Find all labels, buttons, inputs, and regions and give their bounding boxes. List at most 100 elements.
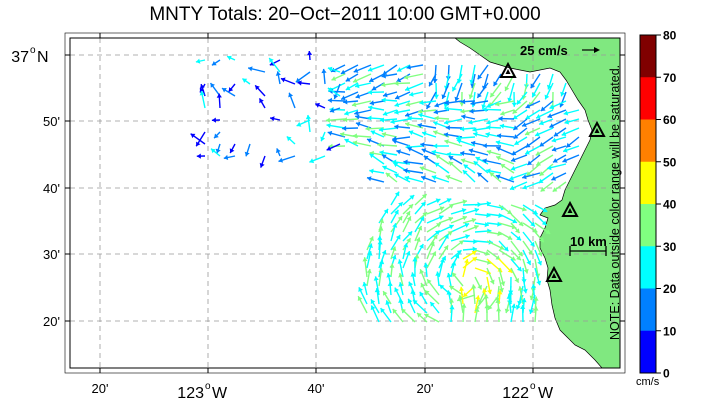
current-vector-head — [422, 212, 428, 217]
current-vector-head — [539, 120, 544, 126]
plot-outer-frame — [64, 32, 626, 374]
current-vector-head — [417, 122, 422, 128]
current-vector-head — [430, 241, 435, 247]
current-vector-head — [435, 154, 441, 160]
current-vector-head — [497, 231, 502, 237]
frame-ticks — [65, 33, 625, 373]
current-vector-head — [546, 84, 552, 90]
current-vector-head — [542, 207, 548, 213]
current-vector-head — [478, 299, 483, 305]
current-vector-head — [403, 159, 408, 165]
colorbar-tick-label: 60 — [663, 113, 677, 127]
current-vector-head — [513, 114, 518, 120]
current-vector-head — [242, 78, 248, 83]
current-vector-head — [506, 294, 512, 299]
current-vector-head — [406, 216, 412, 222]
current-vector-head — [468, 148, 474, 154]
current-vector-head — [295, 77, 301, 83]
current-vector-head — [227, 55, 232, 61]
current-vector-head — [514, 278, 519, 283]
current-vector-head — [475, 295, 481, 300]
current-vector-head — [408, 281, 414, 287]
current-vector-head — [403, 243, 409, 248]
current-vector-head — [561, 131, 567, 137]
current-vector-head — [449, 224, 454, 230]
current-vector-head — [419, 216, 425, 222]
colorbar-segment — [640, 288, 656, 332]
current-vector-head — [377, 240, 383, 245]
current-vector-head — [352, 140, 358, 146]
current-vector-head — [473, 224, 479, 230]
current-vector-head — [379, 218, 385, 224]
colorbar-note: NOTE: Data outside color range will be s… — [608, 64, 622, 340]
current-vector-head — [511, 102, 517, 107]
current-vector-head — [379, 117, 385, 123]
current-vector-head — [345, 77, 351, 82]
current-vector-head — [403, 74, 409, 80]
colorbar-segment — [640, 35, 656, 78]
current-vector-head — [403, 168, 408, 174]
current-vector-head — [528, 249, 533, 255]
station-marker-4 — [545, 265, 563, 282]
current-vector-head — [533, 296, 539, 301]
current-vector-head — [374, 288, 380, 293]
current-vector-head — [511, 303, 517, 309]
current-vector-head — [547, 165, 552, 171]
current-vector-head — [407, 231, 413, 237]
current-vector-head — [481, 104, 487, 109]
current-vector-head — [473, 161, 479, 166]
current-vector-head — [421, 148, 427, 154]
current-vector-head — [398, 273, 404, 278]
current-vector-head — [433, 109, 439, 115]
current-vector-head — [210, 83, 215, 88]
current-vector-head — [477, 74, 483, 80]
current-vector-head — [509, 175, 514, 181]
current-vector-head — [498, 116, 503, 122]
current-vector-head — [518, 251, 523, 257]
current-vector-head — [345, 85, 351, 91]
current-vector-head — [521, 206, 527, 212]
current-vector-head — [560, 91, 566, 97]
current-vector-head — [517, 286, 523, 291]
colorbar-tick-label: 0 — [663, 367, 670, 381]
current-vector-head — [297, 80, 302, 86]
current-vector-head — [421, 175, 426, 181]
current-vector-head — [445, 174, 451, 180]
current-vector-head — [434, 162, 440, 168]
current-vector-head — [495, 101, 500, 107]
current-vector-head — [532, 227, 538, 233]
current-vector-head — [535, 131, 540, 137]
current-vector-head — [344, 110, 349, 116]
current-vector-head — [563, 147, 568, 153]
current-vector-head — [406, 64, 411, 70]
current-vector-head — [378, 226, 384, 231]
current-vector-head — [394, 102, 400, 108]
current-vector-head — [417, 313, 422, 318]
current-vector-head — [468, 119, 473, 125]
current-vector-head — [464, 222, 470, 228]
map-title: MNTY Totals: 20−Oct−2011 10:00 GMT+0.000 — [149, 4, 541, 25]
current-vector-head — [381, 250, 387, 255]
current-vector-head — [428, 81, 434, 87]
current-vector-head — [407, 298, 413, 304]
y-tick-label-1: 37 — [11, 49, 29, 66]
current-vector-head — [487, 289, 493, 294]
current-vector-head — [465, 234, 470, 240]
current-vector-head — [537, 260, 542, 266]
current-vector-head — [462, 215, 467, 221]
current-vector-head — [280, 77, 286, 83]
station-marker-2 — [588, 120, 606, 137]
current-vector-head — [407, 115, 412, 121]
current-vector-head — [424, 290, 430, 295]
current-vector-head — [533, 306, 539, 311]
current-vector-head — [326, 123, 331, 129]
x-tick-label-2-deg: o — [205, 381, 211, 392]
current-vector-head — [553, 158, 558, 163]
current-vector-head — [373, 276, 379, 281]
current-vector-head — [526, 260, 531, 265]
current-vector-head — [448, 204, 454, 209]
current-vector-head — [516, 99, 522, 105]
current-vector-head — [536, 280, 542, 286]
current-vector-head — [414, 254, 420, 259]
current-vector-head — [408, 204, 414, 209]
